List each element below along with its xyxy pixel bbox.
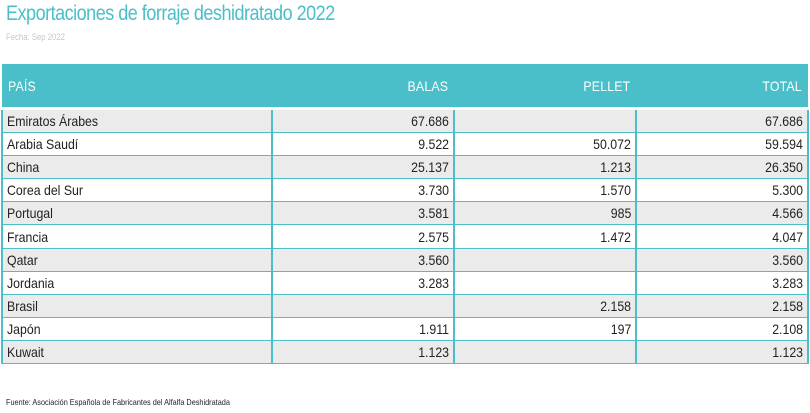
cell-pellet: 985 <box>453 201 637 226</box>
cell-balas: 3.730 <box>271 178 455 203</box>
cell-total: 2.158 <box>635 293 809 318</box>
cell-balas: 67.686 <box>271 107 455 134</box>
table-row: Emiratos Árabes 67.686 67.686 <box>1 107 809 134</box>
table-row: Jordania 3.283 3.283 <box>1 270 809 295</box>
cell-country: Brasil <box>1 293 273 318</box>
table-row: Arabia Saudí 9.522 50.072 59.594 <box>1 132 809 157</box>
date-label: Fecha: Sep 2022 <box>6 32 65 42</box>
cell-total: 3.560 <box>635 247 809 272</box>
column-header-country: PAÍS <box>2 64 272 110</box>
column-header-total: TOTAL <box>636 64 808 110</box>
cell-total: 3.283 <box>635 270 809 295</box>
cell-pellet: 1.213 <box>453 155 637 180</box>
cell-pellet: 2.158 <box>453 293 637 318</box>
cell-total: 4.047 <box>635 224 809 249</box>
cell-total: 4.566 <box>635 201 809 226</box>
cell-balas: 3.283 <box>271 270 455 295</box>
table-header-row: PAÍS BALAS PELLET TOTAL <box>2 64 808 110</box>
cell-pellet: 1.472 <box>453 224 637 249</box>
column-header-pellet: PELLET <box>454 64 636 110</box>
cell-pellet: 50.072 <box>453 132 637 157</box>
table-row: Brasil 2.158 2.158 <box>1 293 809 318</box>
cell-country: Japón <box>1 316 273 341</box>
cell-pellet <box>453 270 637 295</box>
cell-balas: 9.522 <box>271 132 455 157</box>
exports-table: PAÍS BALAS PELLET TOTAL Emiratos Árabes 6… <box>1 64 809 365</box>
cell-balas: 2.575 <box>271 224 455 249</box>
cell-total: 67.686 <box>635 107 809 134</box>
table-row: Portugal 3.581 985 4.566 <box>1 201 809 226</box>
cell-pellet: 197 <box>453 316 637 341</box>
cell-total: 26.350 <box>635 155 809 180</box>
table-row: Qatar 3.560 3.560 <box>1 247 809 272</box>
cell-country: Emiratos Árabes <box>1 107 273 134</box>
table-row: Kuwait 1.123 1.123 <box>1 339 809 365</box>
cell-total: 1.123 <box>635 339 809 365</box>
cell-country: Jordania <box>1 270 273 295</box>
cell-balas: 1.911 <box>271 316 455 341</box>
cell-country: Corea del Sur <box>1 178 273 203</box>
table-row: Corea del Sur 3.730 1.570 5.300 <box>1 178 809 203</box>
cell-country: China <box>1 155 273 180</box>
cell-balas: 3.560 <box>271 247 455 272</box>
cell-balas: 1.123 <box>271 339 455 365</box>
cell-country: Arabia Saudí <box>1 132 273 157</box>
cell-country: Portugal <box>1 201 273 226</box>
cell-pellet <box>453 107 637 134</box>
source-note: Fuente: Asociación Española de Fabricant… <box>6 397 230 407</box>
cell-total: 5.300 <box>635 178 809 203</box>
cell-balas: 25.137 <box>271 155 455 180</box>
table-row: Francia 2.575 1.472 4.047 <box>1 224 809 249</box>
cell-balas: 3.581 <box>271 201 455 226</box>
cell-balas <box>271 293 455 318</box>
cell-pellet: 1.570 <box>453 178 637 203</box>
cell-country: Francia <box>1 224 273 249</box>
cell-pellet <box>453 247 637 272</box>
column-header-balas: BALAS <box>272 64 454 110</box>
table-row: China 25.137 1.213 26.350 <box>1 155 809 180</box>
table-row: Japón 1.911 197 2.108 <box>1 316 809 341</box>
cell-country: Qatar <box>1 247 273 272</box>
cell-total: 2.108 <box>635 316 809 341</box>
cell-total: 59.594 <box>635 132 809 157</box>
cell-pellet <box>453 339 637 365</box>
page-title: Exportaciones de forraje deshidratado 20… <box>6 2 335 25</box>
cell-country: Kuwait <box>1 339 273 365</box>
